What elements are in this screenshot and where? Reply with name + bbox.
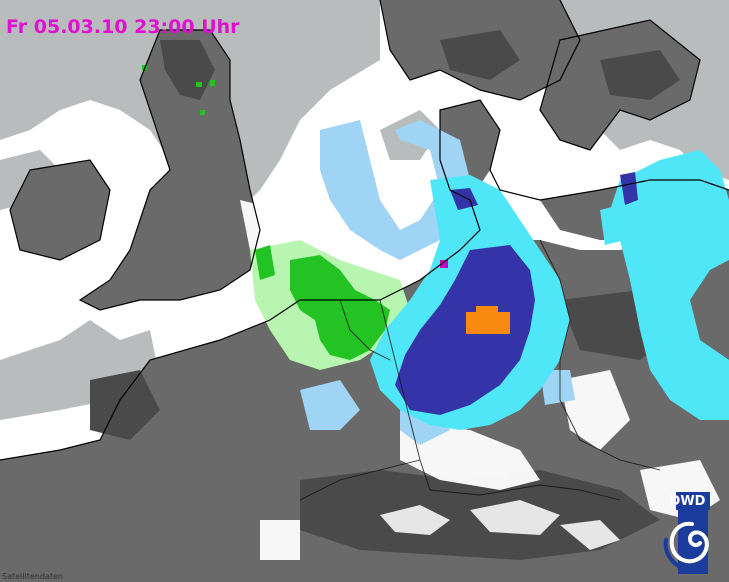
country-borders: [299, 239, 661, 501]
alps-snow-layer: [380, 500, 620, 550]
dwd-logo-text: DWD: [669, 494, 706, 509]
timestamp-title: Fr 05.03.10 23:00 Uhr: [6, 16, 240, 38]
credit-text: Satellitendaten: [2, 572, 63, 581]
precip-green: [255, 245, 390, 360]
white-cloud-patches: [240, 195, 720, 560]
dwd-logo-icon: [663, 492, 710, 574]
precip-magenta: [440, 260, 448, 268]
precip-orange: [466, 312, 510, 334]
precip-orange-cap: [476, 306, 498, 314]
dwd-logo: DWD: [656, 492, 719, 574]
coastlines: [0, 0, 729, 461]
